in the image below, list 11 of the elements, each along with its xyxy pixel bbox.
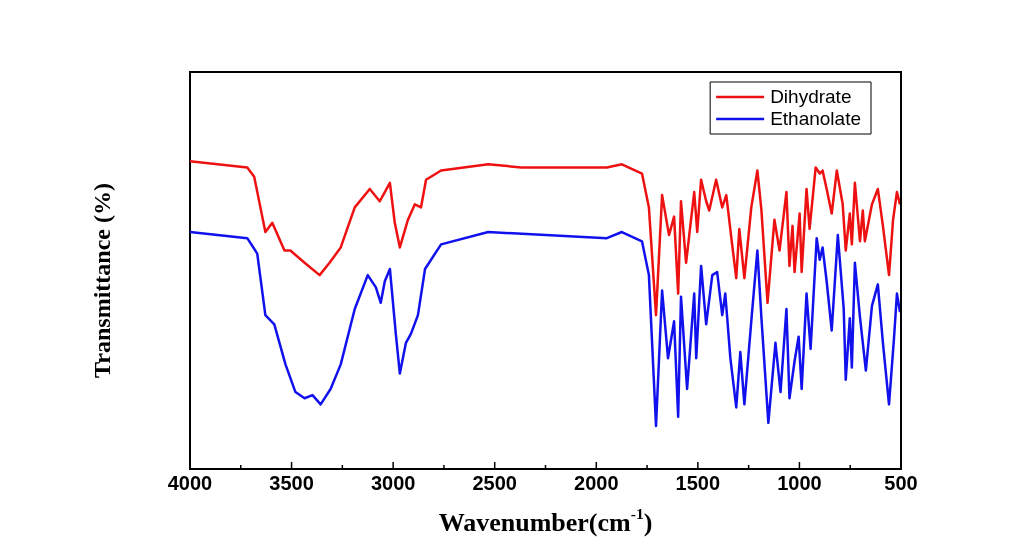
legend-label: Dihydrate xyxy=(770,86,852,108)
legend-label: Ethanolate xyxy=(770,108,862,130)
x-tick-label: 2500 xyxy=(472,471,517,494)
x-tick-label: 3500 xyxy=(269,471,314,494)
x-tick-label: 1500 xyxy=(675,471,721,494)
x-tick-label: 500 xyxy=(884,471,918,494)
x-tick-label: 2000 xyxy=(574,471,619,494)
x-tick-label: 1000 xyxy=(777,471,822,494)
x-tick-label: 3000 xyxy=(370,471,416,494)
x-tick-label: 4000 xyxy=(167,471,213,494)
y-axis-title: Transmittance (%) xyxy=(89,183,115,378)
